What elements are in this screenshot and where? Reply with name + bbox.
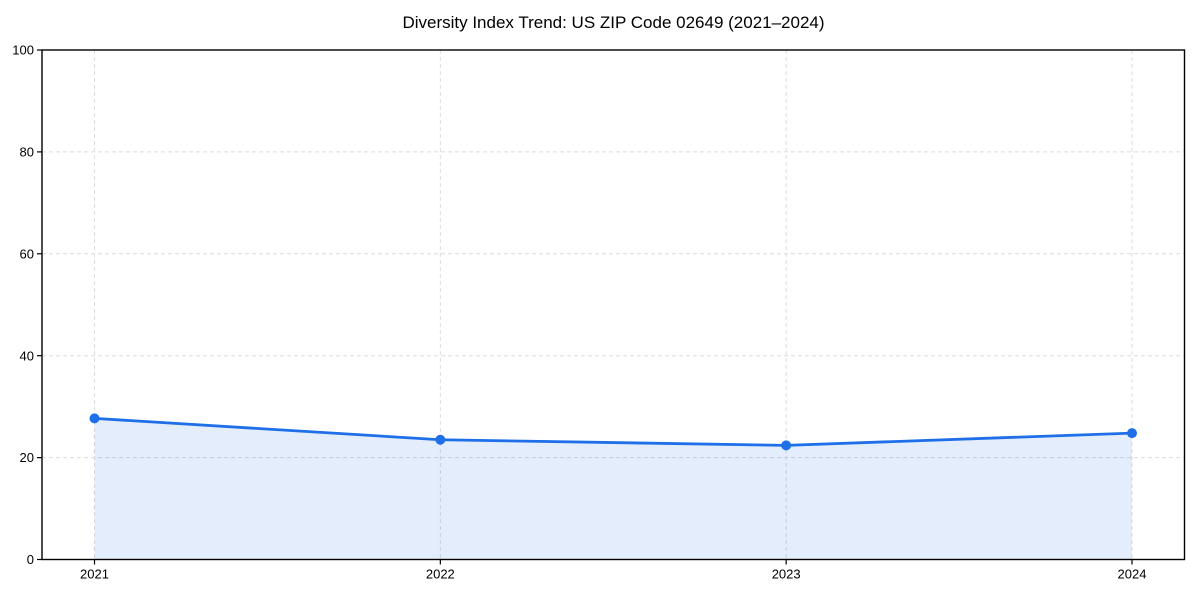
data-point <box>89 413 100 424</box>
x-tick-label: 2024 <box>1118 567 1147 582</box>
x-tick-label: 2023 <box>772 567 801 582</box>
x-tick-label: 2021 <box>80 567 109 582</box>
area-fill <box>94 418 1132 560</box>
trend-line <box>93 416 1134 447</box>
y-tick-label: 0 <box>27 552 34 567</box>
y-tick-label: 20 <box>20 450 34 465</box>
data-point <box>781 440 792 451</box>
plot-border <box>41 49 1186 561</box>
data-point <box>1127 428 1137 439</box>
y-tick-label: 80 <box>20 144 34 159</box>
y-tick-label: 60 <box>20 246 34 261</box>
y-tick-label: 100 <box>12 43 34 58</box>
data-point <box>435 434 446 445</box>
y-tick-label: 40 <box>20 348 34 363</box>
x-tick-label: 2022 <box>426 567 455 582</box>
chart-title: Diversity Index Trend: US ZIP Code 02649… <box>402 13 825 32</box>
